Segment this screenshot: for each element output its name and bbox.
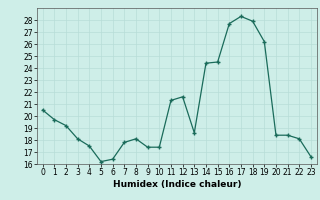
- X-axis label: Humidex (Indice chaleur): Humidex (Indice chaleur): [113, 180, 241, 189]
